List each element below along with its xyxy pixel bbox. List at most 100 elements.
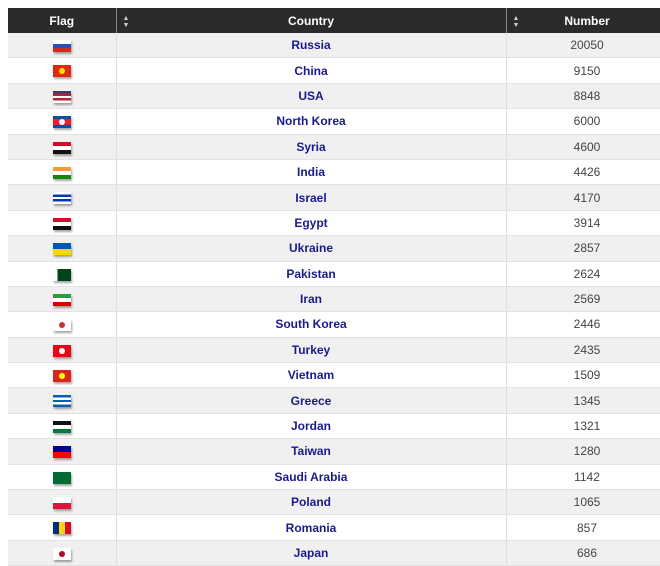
flag-egypt-icon [52,217,71,230]
table-row: Pakistan 2624 [8,261,660,287]
flag-cell [8,210,117,237]
country-cell[interactable]: North Korea [116,108,507,135]
country-cell[interactable]: China [116,57,507,84]
number-cell: 2435 [506,337,660,364]
table-row: Israel 4170 [8,184,660,211]
flag-saudi-arabia-icon [52,471,71,484]
country-cell[interactable]: Poland [116,489,507,516]
table-row: Turkey 2435 [8,337,660,364]
table-row: Saudi Arabia 1142 [8,464,660,491]
number-cell: 2446 [506,311,660,338]
table-row: USA 8848 [8,83,660,110]
flag-poland-icon [52,497,71,510]
flag-cell [8,261,117,287]
flag-south-korea-icon [52,319,71,332]
sort-icon[interactable]: ▲ ▼ [122,15,130,29]
number-cell: 2624 [506,261,660,287]
flag-cell [8,134,117,160]
number-cell: 2569 [506,286,660,313]
flag-cell [8,184,117,211]
number-cell: 4600 [506,134,660,160]
country-cell[interactable]: Jordan [116,413,507,440]
number-cell: 1280 [506,438,660,465]
flag-cell [8,311,117,338]
number-cell: 6000 [506,108,660,135]
number-cell: 1321 [506,413,660,440]
country-cell[interactable]: Egypt [116,210,507,237]
table-row: Russia 20050 [8,33,660,59]
country-cell[interactable]: Romania [116,514,507,541]
table-row: Egypt 3914 [8,210,660,237]
flag-china-icon [52,65,71,78]
flag-ukraine-icon [52,243,71,256]
table-row: Syria 4600 [8,134,660,160]
table-row: Greece 1345 [8,387,660,414]
column-header-country[interactable]: ▲ ▼ Country [116,8,507,33]
flag-jordan-icon [52,420,71,433]
number-cell: 1345 [506,387,660,414]
flag-cell [8,438,117,465]
flag-cell [8,83,117,110]
country-cell[interactable]: India [116,159,507,186]
flag-russia-icon [52,40,71,53]
flag-cell [8,489,117,516]
flag-cell [8,362,117,389]
country-cell[interactable]: Turkey [116,337,507,364]
number-cell: 4426 [506,159,660,186]
flag-pakistan-icon [52,268,71,281]
flag-romania-icon [52,522,71,535]
flag-cell [8,286,117,313]
column-header-number[interactable]: ▲ ▼ Number [506,8,660,33]
number-cell: 20050 [506,33,660,59]
flag-north-korea-icon [52,116,71,129]
table-row: South Korea 2446 [8,311,660,338]
country-cell[interactable]: South Korea [116,311,507,338]
number-cell: 3914 [506,210,660,237]
table-row: Iran 2569 [8,286,660,313]
flag-cell [8,33,117,59]
number-cell: 857 [506,514,660,541]
country-cell[interactable]: Taiwan [116,438,507,465]
country-cell[interactable]: Japan [116,540,507,566]
number-cell: 1509 [506,362,660,389]
country-cell[interactable]: Vietnam [116,362,507,389]
flag-cell [8,514,117,541]
number-cell: 8848 [506,83,660,110]
table-row: Romania 857 [8,514,660,541]
number-cell: 1065 [506,489,660,516]
country-cell[interactable]: Iran [116,286,507,313]
flag-cell [8,159,117,186]
flag-taiwan-icon [52,446,71,459]
sort-icon[interactable]: ▲ ▼ [512,15,520,29]
number-cell: 2857 [506,235,660,262]
number-cell: 9150 [506,57,660,84]
flag-iran-icon [52,293,71,306]
flag-turkey-icon [52,344,71,357]
flag-japan-icon [52,547,71,560]
flag-cell [8,108,117,135]
table-row: Poland 1065 [8,489,660,516]
flag-cell [8,540,117,566]
flag-cell [8,235,117,262]
column-header-flag: Flag [8,8,117,33]
country-cell[interactable]: Israel [116,184,507,211]
country-cell[interactable]: Syria [116,134,507,160]
table-header-row: Flag ▲ ▼ Country ▲ ▼ Number [8,8,660,33]
number-cell: 1142 [506,464,660,491]
country-cell[interactable]: Ukraine [116,235,507,262]
country-table: Flag ▲ ▼ Country ▲ ▼ Number Russia 20050 Chi… [8,8,660,566]
flag-cell [8,337,117,364]
country-cell[interactable]: Greece [116,387,507,414]
country-cell[interactable]: USA [116,83,507,110]
flag-usa-icon [52,90,71,103]
table-row: Japan 686 [8,540,660,566]
flag-israel-icon [52,192,71,205]
flag-vietnam-icon [52,370,71,383]
flag-cell [8,387,117,414]
country-cell[interactable]: Russia [116,33,507,59]
table-row: China 9150 [8,57,660,84]
table-row: Jordan 1321 [8,413,660,440]
country-cell[interactable]: Pakistan [116,261,507,287]
country-cell[interactable]: Saudi Arabia [116,464,507,491]
table-row: Vietnam 1509 [8,362,660,389]
